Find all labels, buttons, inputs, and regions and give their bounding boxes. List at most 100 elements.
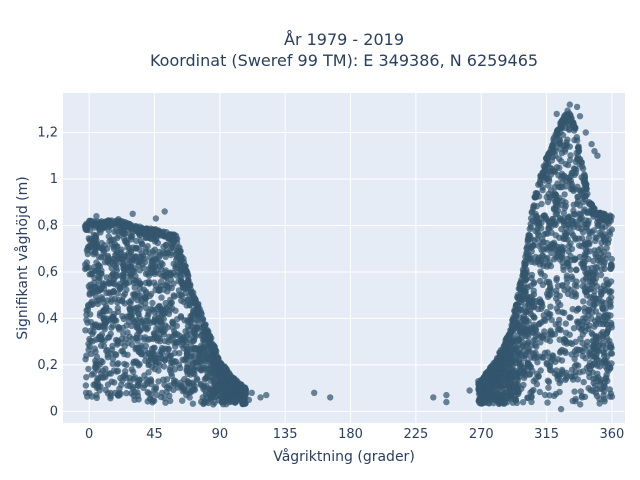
data-point bbox=[164, 324, 171, 331]
data-point bbox=[107, 298, 115, 305]
data-point bbox=[115, 296, 123, 304]
data-point bbox=[238, 389, 245, 396]
data-point bbox=[141, 322, 149, 329]
data-point bbox=[152, 256, 160, 263]
data-point bbox=[568, 245, 576, 253]
data-point bbox=[519, 399, 527, 406]
data-point bbox=[129, 335, 136, 343]
data-point bbox=[598, 223, 606, 230]
data-point bbox=[602, 311, 609, 318]
data-point bbox=[158, 294, 165, 301]
y-tick-label: 0,4 bbox=[37, 311, 58, 326]
data-point bbox=[180, 345, 187, 352]
data-point bbox=[607, 350, 615, 357]
y-tick-label: 1 bbox=[50, 172, 58, 187]
data-point bbox=[430, 394, 437, 401]
data-point bbox=[245, 396, 253, 403]
data-point bbox=[476, 385, 483, 393]
data-point bbox=[534, 359, 541, 366]
data-point bbox=[538, 319, 545, 326]
data-point bbox=[557, 405, 565, 413]
data-point bbox=[547, 262, 555, 270]
data-point bbox=[90, 264, 98, 271]
data-point bbox=[582, 129, 589, 136]
data-point bbox=[593, 295, 600, 303]
data-point bbox=[222, 365, 230, 373]
data-point bbox=[95, 287, 102, 294]
data-point bbox=[165, 346, 172, 353]
data-point bbox=[570, 223, 578, 231]
data-point bbox=[567, 266, 574, 273]
data-point bbox=[100, 307, 107, 315]
data-point bbox=[111, 310, 118, 318]
data-point bbox=[120, 272, 127, 280]
data-point bbox=[586, 230, 593, 237]
x-tick-label: 360 bbox=[600, 427, 625, 442]
data-point bbox=[551, 392, 558, 399]
data-point bbox=[502, 340, 510, 347]
data-point bbox=[173, 256, 180, 263]
data-point bbox=[230, 398, 238, 405]
data-point bbox=[203, 374, 211, 381]
data-point bbox=[118, 246, 125, 253]
data-point bbox=[584, 190, 591, 197]
data-point bbox=[507, 359, 514, 366]
data-point bbox=[241, 397, 248, 404]
data-point bbox=[554, 356, 562, 363]
data-point bbox=[569, 306, 576, 313]
data-point bbox=[163, 229, 170, 236]
data-point bbox=[604, 366, 611, 373]
data-point bbox=[96, 312, 104, 319]
data-point bbox=[575, 305, 582, 313]
data-point bbox=[520, 269, 527, 276]
data-point bbox=[152, 215, 160, 222]
data-point bbox=[496, 349, 503, 356]
x-axis-ticks: 0 45 90 135 180 225 270 315 360 bbox=[85, 427, 624, 442]
data-point bbox=[263, 391, 270, 399]
data-point bbox=[527, 220, 534, 228]
data-point bbox=[539, 252, 546, 259]
data-point bbox=[100, 280, 107, 287]
data-point bbox=[102, 386, 109, 394]
data-point bbox=[557, 145, 564, 152]
data-point bbox=[93, 353, 101, 360]
data-point bbox=[545, 150, 552, 157]
data-point bbox=[528, 208, 536, 216]
data-point bbox=[521, 303, 529, 310]
data-point bbox=[500, 376, 508, 384]
data-point bbox=[595, 246, 602, 254]
data-point bbox=[187, 342, 195, 349]
data-point bbox=[123, 280, 130, 288]
data-point bbox=[122, 374, 130, 381]
data-point bbox=[549, 352, 556, 359]
data-point bbox=[557, 348, 564, 355]
data-point bbox=[577, 211, 584, 218]
data-point bbox=[597, 256, 605, 263]
data-point bbox=[142, 258, 149, 266]
x-axis-label: Vågriktning (grader) bbox=[273, 448, 415, 465]
data-point bbox=[496, 355, 503, 362]
data-point bbox=[533, 220, 540, 227]
data-point bbox=[606, 337, 613, 345]
data-point bbox=[443, 398, 450, 406]
data-point bbox=[119, 348, 127, 355]
data-point bbox=[607, 265, 614, 272]
data-point bbox=[127, 306, 134, 313]
data-point bbox=[145, 361, 152, 369]
data-point bbox=[94, 269, 102, 276]
data-point bbox=[525, 236, 532, 244]
data-point bbox=[124, 329, 131, 336]
data-point bbox=[219, 381, 227, 389]
data-point bbox=[597, 288, 605, 296]
data-point bbox=[514, 383, 521, 391]
data-point bbox=[581, 393, 589, 401]
data-point bbox=[99, 295, 106, 303]
data-point bbox=[158, 344, 166, 352]
data-point bbox=[175, 287, 183, 294]
data-point bbox=[189, 386, 196, 394]
data-point bbox=[82, 261, 89, 268]
x-tick-label: 180 bbox=[338, 427, 363, 442]
data-point bbox=[109, 360, 116, 367]
data-point bbox=[120, 261, 127, 268]
data-point bbox=[91, 224, 98, 231]
